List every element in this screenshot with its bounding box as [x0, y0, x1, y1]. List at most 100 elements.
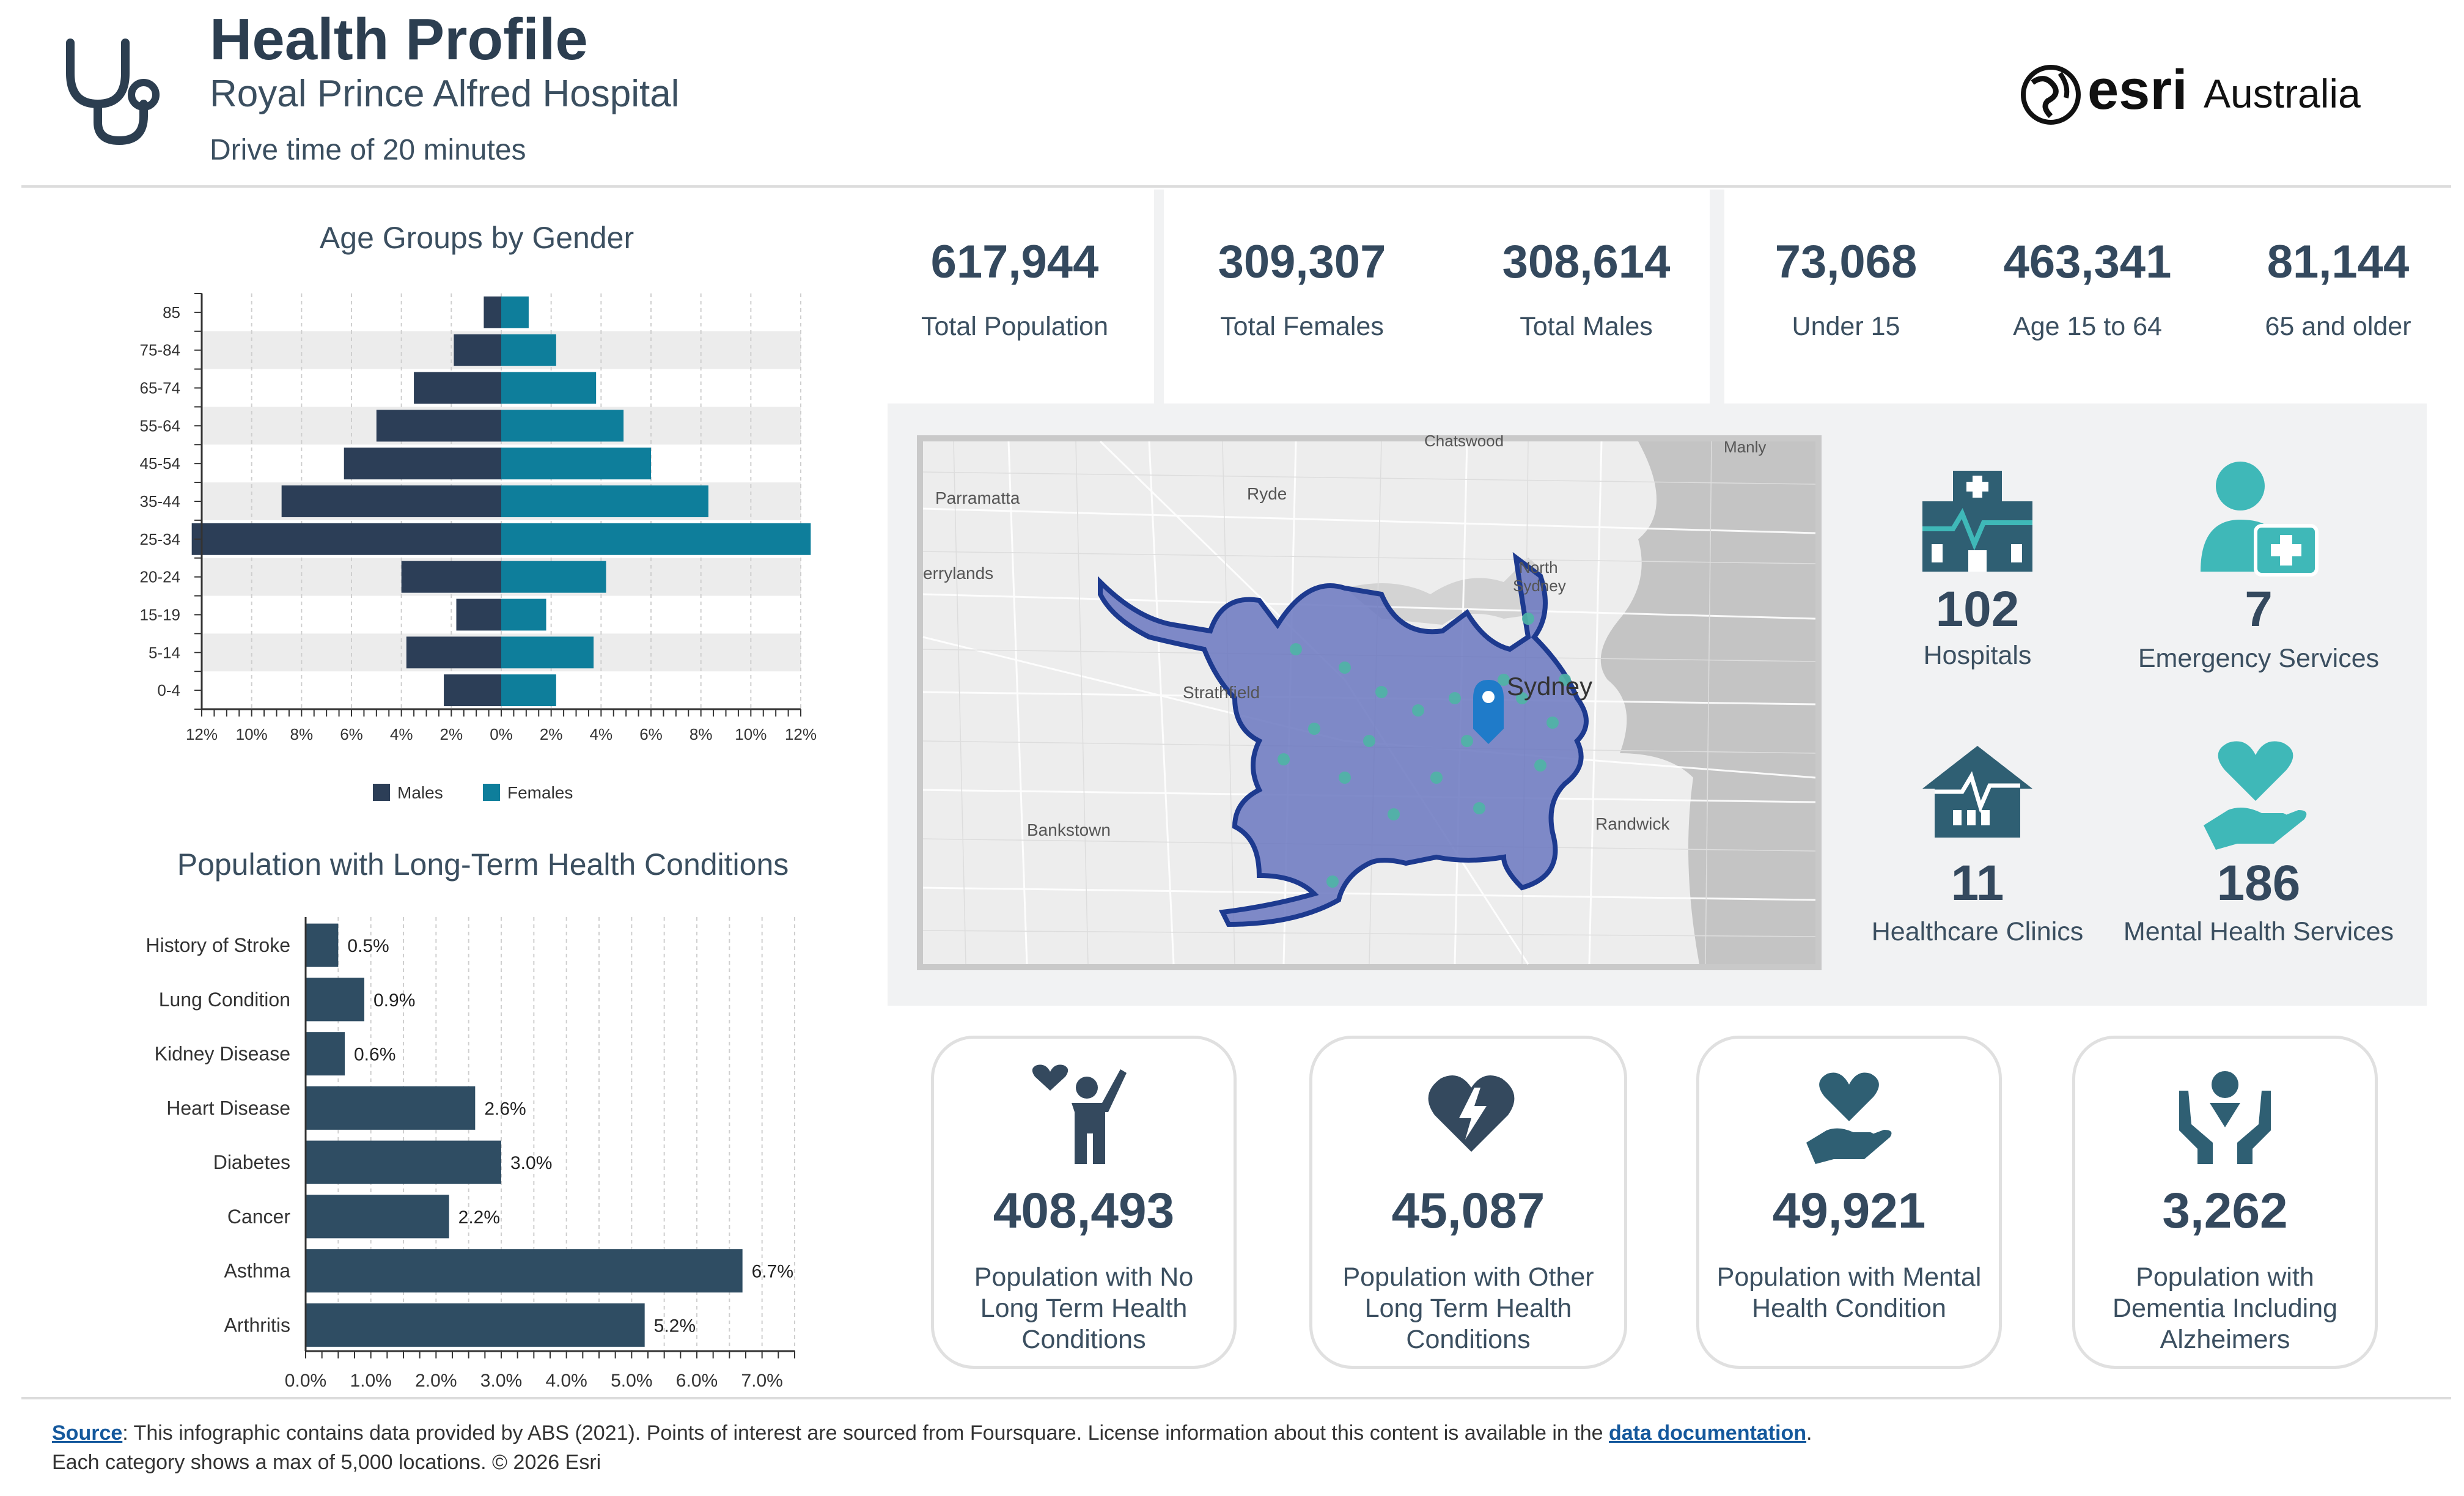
legend-swatch-males — [373, 784, 390, 801]
x-tick-label: 6.0% — [676, 1371, 718, 1391]
data-label: 0.6% — [354, 1045, 395, 1065]
card-label-line: Conditions — [1406, 1325, 1531, 1354]
data-label: 2.6% — [484, 1099, 526, 1119]
map-label-chatswood: Chatswood — [1424, 435, 1504, 450]
stats-divider-2 — [1710, 190, 1724, 403]
legend-swatch-females — [483, 784, 500, 801]
bar-female — [501, 448, 651, 480]
x-tick-label: 5.0% — [611, 1371, 652, 1391]
clinic-house-icon — [1919, 743, 2036, 841]
map-label-north-sydney: North — [1519, 558, 1558, 577]
card-label-line: Population with — [2136, 1262, 2314, 1292]
card-label-line: Long Term Health — [1364, 1294, 1572, 1323]
y-tick-label: 45-54 — [140, 454, 181, 473]
data-label: 5.2% — [654, 1316, 696, 1336]
stat-label: Age 15 to 64 — [2013, 312, 2162, 341]
y-tick-label: 85 — [163, 303, 180, 322]
card-label-line: Dementia Including — [2112, 1294, 2338, 1323]
bar-male — [456, 599, 501, 631]
y-tick-label: Cancer — [227, 1206, 291, 1228]
x-tick-label: 10% — [735, 725, 767, 743]
card-label-line: Conditions — [1021, 1325, 1146, 1354]
card-label: Population with No Long Term Health Cond… — [934, 1262, 1234, 1355]
card-label-line: Population with Other — [1342, 1262, 1594, 1292]
stat-value: 463,341 — [2003, 236, 2172, 288]
poi-value: 102 — [1935, 581, 2020, 637]
y-tick-label: 25-34 — [140, 530, 181, 548]
bar-female — [501, 636, 594, 669]
y-tick-label: 5-14 — [149, 643, 180, 661]
map-label-bankstown: Bankstown — [1027, 820, 1111, 839]
map-label-ryde: Ryde — [1247, 484, 1287, 503]
age-pyramid-chart: 85 75-84 65-74 55-64 45-54 35-44 25-34 20-24 15-… — [140, 293, 817, 802]
card-label-line: Long Term Health — [980, 1294, 1188, 1323]
stat-label: 65 and older — [2265, 312, 2411, 341]
poi-label: Healthcare Clinics — [1871, 917, 2084, 946]
map-label-sydney: Sydney — [1507, 672, 1592, 701]
emergency-person-kit-icon — [2197, 459, 2320, 581]
card-value: 45,087 — [1391, 1183, 1545, 1239]
bar-male — [414, 372, 501, 404]
footer-line-2: Each category shows a max of 5,000 locat… — [52, 1451, 601, 1474]
x-tick-label: 4% — [390, 725, 413, 743]
page-subtitle: Royal Prince Alfred Hospital — [210, 73, 680, 115]
bar-male — [484, 296, 501, 328]
data-label: 3.0% — [510, 1153, 552, 1173]
condition-bar — [306, 923, 339, 967]
card-value: 3,262 — [2162, 1183, 2288, 1239]
heart-lightning-icon — [1425, 1069, 1517, 1155]
map-view[interactable]: Parramatta Ryde Chatswood Manly erryland… — [917, 435, 1822, 970]
esri-logo-suffix: Australia — [2204, 71, 2361, 116]
y-tick-label: Lung Condition — [159, 989, 290, 1011]
data-documentation-link[interactable]: data documentation — [1609, 1421, 1807, 1445]
card-mental-condition: 49,921 Population with Mental Health Con… — [1696, 1036, 2002, 1369]
data-label: 6.7% — [752, 1262, 793, 1282]
condition-bar — [306, 1195, 449, 1239]
map-label-north-sydney: Sydney — [1513, 577, 1566, 595]
source-link[interactable]: Source — [52, 1421, 123, 1445]
x-tick-label: 8% — [690, 725, 713, 743]
globe-icon — [2021, 65, 2081, 125]
legend-label-males: Males — [397, 783, 443, 802]
data-label: 0.9% — [373, 990, 415, 1011]
x-tick-label: 8% — [290, 725, 314, 743]
poi-label: Emergency Services — [2138, 644, 2380, 673]
x-tick-label: 10% — [236, 725, 268, 743]
bar-male — [444, 674, 501, 707]
card-label: Population with Dementia Including Alzhe… — [2075, 1262, 2375, 1355]
stat-value: 309,307 — [1218, 236, 1386, 288]
bar-male — [406, 636, 501, 669]
x-tick-label: 2.0% — [415, 1371, 457, 1391]
conditions-bar-chart: History of Stroke 0.5% Lung Condition 0.9% K… — [145, 917, 795, 1391]
stat-label: Total Population — [921, 312, 1108, 341]
bar-female — [501, 372, 597, 404]
y-tick-label: History of Stroke — [145, 934, 290, 956]
stat-value: 308,614 — [1502, 236, 1671, 288]
map-label-randwick: Randwick — [1595, 814, 1670, 833]
map-label-strathfield: Strathfield — [1183, 683, 1260, 702]
card-label-line: Health Condition — [1752, 1294, 1946, 1323]
y-tick-label: 0-4 — [157, 681, 180, 699]
x-tick-label: 6% — [639, 725, 663, 743]
y-tick-label: 35-44 — [140, 492, 181, 510]
stethoscope-icon — [58, 37, 168, 147]
poi-label: Hospitals — [1923, 641, 2032, 670]
bar-female — [501, 674, 556, 707]
footer-divider — [21, 1397, 2451, 1399]
map-label-parramatta: Parramatta — [935, 488, 1020, 507]
poi-label: Mental Health Services — [2123, 917, 2394, 946]
x-tick-label: 7.0% — [741, 1371, 782, 1391]
y-tick-label: Diabetes — [213, 1151, 290, 1173]
esri-logo: esri Australia — [2017, 59, 2384, 128]
card-value: 408,493 — [993, 1183, 1175, 1239]
card-label-line: Alzheimers — [2160, 1325, 2290, 1354]
person-hands-icon — [2173, 1066, 2277, 1164]
stat-value: 81,144 — [2267, 236, 2410, 288]
card-label-line: Population with No — [974, 1262, 1194, 1292]
bar-female — [501, 296, 529, 328]
footer-text: : This infographic contains data provide… — [122, 1421, 1609, 1445]
x-tick-label: 3.0% — [480, 1371, 522, 1391]
y-tick-label: Heart Disease — [166, 1097, 290, 1119]
page-title: Health Profile — [210, 7, 588, 72]
bar-female — [501, 410, 624, 442]
